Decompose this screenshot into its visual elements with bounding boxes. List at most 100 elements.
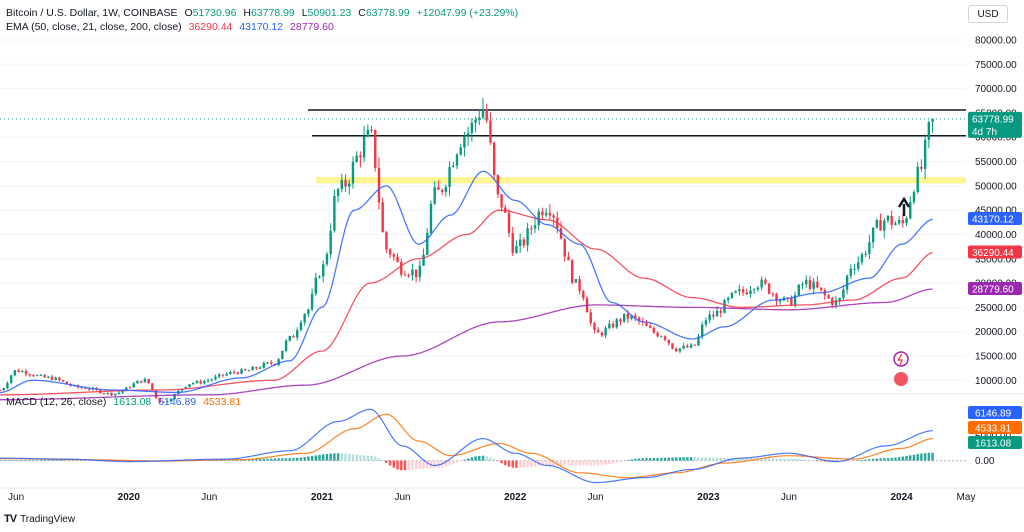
histogram-bar bbox=[912, 454, 916, 461]
candle bbox=[35, 374, 39, 377]
candle-body bbox=[719, 310, 722, 313]
candle-body bbox=[325, 254, 329, 265]
histogram-bar bbox=[816, 460, 819, 462]
histogram-bar bbox=[760, 458, 763, 461]
histogram-bar bbox=[541, 460, 544, 466]
candle bbox=[392, 252, 396, 261]
candle-body bbox=[853, 268, 856, 270]
candle bbox=[544, 208, 548, 218]
candle-body bbox=[678, 348, 682, 352]
candle bbox=[251, 365, 254, 371]
candle bbox=[764, 277, 767, 286]
histogram-bar bbox=[303, 457, 306, 461]
legend-change: +12047.99 (+23.29%) bbox=[416, 7, 519, 19]
candle bbox=[117, 391, 121, 395]
candle bbox=[738, 284, 741, 296]
histogram-bar bbox=[400, 460, 403, 471]
histogram-bar bbox=[9, 460, 13, 461]
histogram-bar bbox=[701, 457, 704, 461]
candle-body bbox=[411, 269, 414, 276]
histogram-bar bbox=[284, 458, 288, 461]
candle-body bbox=[779, 300, 782, 302]
candle-body bbox=[452, 165, 455, 167]
candle-body bbox=[210, 379, 213, 381]
histogram-bar bbox=[875, 458, 879, 461]
candle-body bbox=[481, 109, 485, 118]
candle-body bbox=[136, 380, 139, 384]
candle-body bbox=[645, 322, 648, 327]
histogram-bar bbox=[325, 453, 329, 461]
candle bbox=[596, 327, 600, 333]
candle bbox=[753, 288, 756, 294]
candle-body bbox=[128, 387, 132, 389]
histogram-bar bbox=[574, 460, 578, 466]
candle bbox=[853, 263, 856, 275]
candle-body bbox=[329, 230, 332, 255]
candle bbox=[9, 374, 13, 385]
candle bbox=[515, 240, 518, 254]
candle-body bbox=[303, 314, 306, 323]
histogram-bar bbox=[656, 457, 659, 461]
candle-body bbox=[110, 392, 113, 396]
currency-button[interactable]: USD bbox=[968, 5, 1008, 23]
histogram-bar bbox=[626, 460, 630, 461]
candle-body bbox=[845, 275, 849, 290]
histogram-bar bbox=[630, 459, 633, 461]
candle bbox=[894, 221, 897, 226]
candle bbox=[340, 173, 344, 193]
histogram-bar bbox=[741, 458, 745, 461]
histogram-bar bbox=[374, 456, 377, 461]
histogram-bar bbox=[886, 458, 890, 461]
candle bbox=[857, 256, 860, 272]
candle bbox=[2, 387, 5, 391]
candle bbox=[24, 368, 28, 377]
histogram-bar bbox=[507, 460, 511, 467]
candle-body bbox=[522, 239, 526, 246]
candle bbox=[656, 331, 659, 338]
candle-body bbox=[344, 179, 347, 187]
candle bbox=[734, 290, 737, 294]
candle bbox=[886, 215, 890, 224]
candle bbox=[448, 161, 451, 197]
candle bbox=[203, 379, 206, 385]
histogram-bar bbox=[500, 460, 503, 464]
histogram-bar bbox=[50, 460, 54, 461]
histogram-bar bbox=[559, 460, 563, 466]
candle bbox=[210, 378, 213, 382]
candle-body bbox=[292, 336, 295, 338]
legend-macd: MACD (12, 26, close) 1613.08 6146.89 453… bbox=[6, 396, 245, 409]
histogram-bar bbox=[641, 458, 644, 461]
legend-low: 50901.23 bbox=[307, 7, 352, 19]
histogram-bar bbox=[489, 457, 492, 461]
candle-body bbox=[288, 336, 291, 341]
histogram-bar bbox=[585, 460, 589, 466]
histogram-bar bbox=[823, 460, 827, 462]
candle bbox=[727, 296, 730, 304]
tradingview-logo-icon: TV bbox=[4, 513, 17, 525]
candle bbox=[660, 335, 663, 338]
histogram-bar bbox=[455, 460, 459, 463]
price-tick-label: 25000.00 bbox=[975, 303, 1017, 314]
histogram-bar bbox=[470, 457, 474, 461]
candle-body bbox=[916, 166, 919, 193]
legend-close: 63778.99 bbox=[365, 7, 410, 19]
candle bbox=[530, 225, 533, 235]
candle-body bbox=[634, 315, 637, 318]
grid-lines bbox=[0, 39, 966, 381]
histogram-bar bbox=[403, 460, 407, 471]
candle-body bbox=[374, 130, 377, 168]
histogram-bar bbox=[779, 458, 782, 461]
candle bbox=[192, 382, 195, 386]
histogram-bar bbox=[663, 457, 667, 461]
legend-macd-hist-value: 1613.08 bbox=[113, 396, 152, 408]
candle bbox=[429, 200, 433, 236]
candle bbox=[890, 210, 893, 230]
histogram-bar bbox=[693, 457, 696, 461]
brand-name: TradingView bbox=[20, 513, 76, 525]
candle bbox=[466, 126, 470, 146]
candle bbox=[671, 343, 674, 350]
histogram-bar bbox=[39, 460, 43, 461]
candle-body bbox=[526, 228, 529, 246]
